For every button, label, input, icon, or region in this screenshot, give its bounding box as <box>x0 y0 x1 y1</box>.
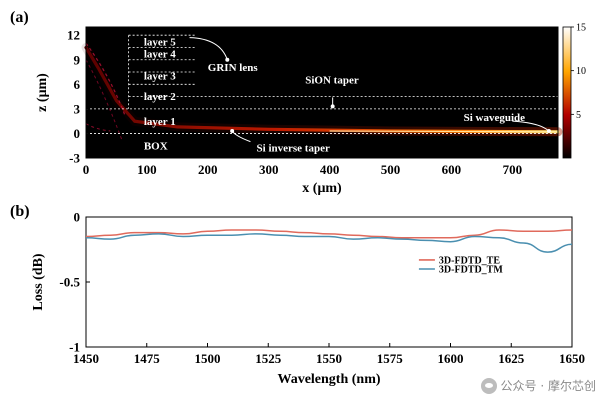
annotation-arrows <box>189 37 551 143</box>
watermark-text: 公众号 · 摩尔芯创 <box>500 379 596 393</box>
si-inverse-taper-arrow-head <box>230 128 235 133</box>
si-waveguide-arrow <box>512 120 550 132</box>
sion-taper-arrow-head <box>330 104 335 109</box>
loss-chart-y-tick-label: -0.5 <box>59 275 80 290</box>
layer-2-label: layer 2 <box>144 91 176 103</box>
loss-chart-x-tick-label: 1475 <box>134 351 161 366</box>
heatmap-frame <box>85 26 559 159</box>
loss-chart-x-tick-label: 1550 <box>316 351 342 366</box>
lens-ray-lower <box>85 59 124 142</box>
loss-chart-x-tick-label: 1650 <box>559 351 585 366</box>
heatmap-x-tick-label: 100 <box>137 162 157 177</box>
watermark: 公众号 · 摩尔芯创 <box>480 377 596 394</box>
colorbar: 15 10 5 <box>562 23 586 159</box>
legend-tm-label: 3D-FDTD_TM <box>439 265 503 276</box>
si-waveguide-annotation: Si waveguide <box>464 112 526 124</box>
grin-lens-arrow <box>189 37 228 60</box>
colorbar-tick-label: 10 <box>576 66 586 77</box>
heatmap-y-tick-label: 6 <box>74 77 81 92</box>
layer-boundaries <box>86 34 558 134</box>
loss-chart-x-tick-label: 1625 <box>498 351 525 366</box>
loss-chart-series <box>85 229 573 253</box>
si-waveguide-arrow-head <box>546 128 551 133</box>
panel-b-label: (b) <box>10 203 30 220</box>
heatmap-y-tick-label: 3 <box>74 101 81 116</box>
inverse-taper-ray <box>85 123 111 132</box>
te-series-line <box>85 229 573 239</box>
loss-chart-panel: 1450 1475 1500 1525 1550 1575 1600 1625 1650 0 -0.… <box>31 210 585 388</box>
colorbar-ticks: 15 10 5 <box>571 23 586 121</box>
layer-1-label: layer 1 <box>144 116 176 128</box>
loss-chart-axes: 1450 1475 1500 1525 1550 1575 1600 1625 1650 0 -0.… <box>59 210 585 367</box>
loss-chart-frame <box>85 216 573 348</box>
heatmap-x-tick-label: 600 <box>442 162 462 177</box>
box-label: BOX <box>144 141 168 153</box>
loss-chart-x-tick-label: 1450 <box>73 351 99 366</box>
heatmap-x-axis-label: x (μm) <box>302 181 342 196</box>
heatmap-annotations: layer 5 layer 4 layer 3 layer 2 layer 1 … <box>144 36 525 154</box>
grin-lens-annotation: GRIN lens <box>208 62 259 74</box>
loss-chart-x-tick-label: 1500 <box>195 351 221 366</box>
heatmap-y-tick-label: 0 <box>74 126 81 141</box>
heatmap-panel: layer 5 layer 4 layer 3 layer 2 layer 1 … <box>35 23 586 197</box>
colorbar-tick-label: 5 <box>576 110 581 121</box>
colorbar-gradient <box>562 26 572 159</box>
heatmap-x-tick-label: 700 <box>503 162 523 177</box>
heatmap-y-axis-label: z (μm) <box>35 73 50 112</box>
heatmap-y-tick-label: 12 <box>67 28 80 43</box>
sion-taper-annotation: SiON taper <box>305 74 359 86</box>
heatmap-x-tick-label: 0 <box>83 162 90 177</box>
legend-te-label: 3D-FDTD_TE <box>439 255 500 266</box>
heatmap-y-tick-label: -3 <box>69 151 80 166</box>
loss-chart-y-tick-label: 0 <box>74 210 81 225</box>
panel-a-label: (a) <box>10 9 29 26</box>
layer-5-label: layer 5 <box>144 36 176 48</box>
heatmap-x-tick-label: 500 <box>381 162 401 177</box>
loss-chart-y-tick-label: -1 <box>69 340 80 355</box>
loss-chart-x-tick-label: 1600 <box>438 351 464 366</box>
heatmap-x-tick-label: 400 <box>320 162 340 177</box>
layer-3-label: layer 3 <box>144 70 176 82</box>
tm-series-line <box>85 233 573 253</box>
heatmap-x-tick-label: 300 <box>259 162 279 177</box>
loss-chart-y-axis-label: Loss (dB) <box>31 253 46 311</box>
loss-chart-x-tick-label: 1525 <box>255 351 282 366</box>
lens-ray-upper <box>85 43 127 118</box>
loss-chart-x-tick-label: 1575 <box>377 351 404 366</box>
beam-hotline <box>329 130 559 133</box>
loss-chart-x-axis-label: Wavelength (nm) <box>277 372 380 387</box>
grin-lens-arrow-head <box>225 57 230 62</box>
heatmap-background <box>86 27 558 158</box>
legend: 3D-FDTD_TE 3D-FDTD_TM <box>418 255 503 276</box>
heatmap-x-tick-label: 200 <box>198 162 218 177</box>
heatmap-y-tick-label: 9 <box>74 52 81 67</box>
field-layer <box>81 43 563 142</box>
si-inverse-taper-annotation: Si inverse taper <box>257 142 330 154</box>
layer-4-label: layer 4 <box>144 49 176 61</box>
wechat-logo-icon <box>480 377 497 394</box>
colorbar-tick-label: 15 <box>576 23 586 34</box>
